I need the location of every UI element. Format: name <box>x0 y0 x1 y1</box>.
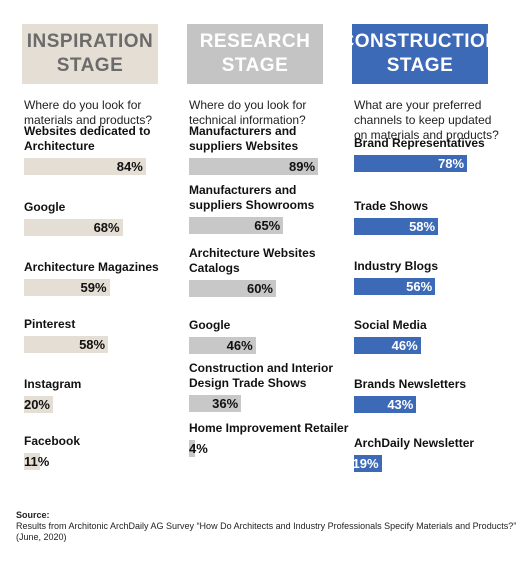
bar: 89% <box>189 158 319 175</box>
bar-label: Manufacturers and suppliers Websites <box>189 124 299 153</box>
bar-item: Industry Blogs 56% <box>354 259 514 295</box>
bar-value-label: 58% <box>79 337 106 352</box>
bar-label: Architecture Websites Catalogs <box>189 246 316 275</box>
stage-title-line: STAGE <box>386 55 454 76</box>
bar-item: Brand Representatives 78% <box>354 136 514 172</box>
bar-item: Architecture Websites Catalogs 60% <box>189 246 349 297</box>
stage-header: CONSTRUCTION STAGE <box>340 24 499 84</box>
stage-title-line: CONSTRUCTION <box>340 31 500 52</box>
bar-label: Pinterest <box>24 317 76 331</box>
bar-value-label: 56% <box>406 279 433 294</box>
bar-label: Industry Blogs <box>354 259 439 273</box>
bar: 4% <box>189 440 208 457</box>
bar: 84% <box>24 158 146 175</box>
bar-label: Trade Shows <box>354 199 429 213</box>
bar-label: Home Improvement Retailer <box>189 421 349 435</box>
bar-value-label: 43% <box>387 397 414 412</box>
bar-item: Home Improvement Retailer 4% <box>189 421 349 457</box>
bar-item: Social Media 46% <box>354 318 514 354</box>
stage-header: RESEARCH STAGE <box>187 24 323 84</box>
bar-label: Manufacturers and suppliers Showrooms <box>189 183 315 212</box>
bar: 59% <box>24 279 110 296</box>
bar: 11% <box>24 453 49 470</box>
stage-title-line: STAGE <box>221 55 289 76</box>
bar: 56% <box>354 278 436 295</box>
bar-item: Facebook 11% <box>24 434 184 470</box>
bar-value-label: 89% <box>289 159 316 174</box>
source-label: Source: <box>16 510 50 520</box>
bar-value-label: 59% <box>80 280 107 295</box>
bar-item: Trade Shows 58% <box>354 199 514 235</box>
bar-item: Instagram 20% <box>24 377 184 413</box>
bar-label: Google <box>24 200 66 214</box>
bar-value-label: 58% <box>409 219 436 234</box>
stage-title-line: RESEARCH <box>199 31 311 52</box>
bar-label: Construction and Interior Design Trade S… <box>189 361 333 390</box>
bar-value-label: 78% <box>438 156 465 171</box>
column-construction: CONSTRUCTION STAGE What are your preferred… <box>340 24 499 472</box>
bar-item: Manufacturers and suppliers Showrooms 65% <box>189 183 349 234</box>
bar-label: ArchDaily Newsletter <box>354 436 475 450</box>
stage-title-line: INSPIRATION <box>26 31 154 52</box>
bar-item: ArchDaily Newsletter 19% <box>352 436 514 472</box>
bar: 20% <box>24 396 53 413</box>
column-inspiration: INSPIRATION STAGE Where do you look for ma… <box>22 24 159 470</box>
bar-item: Manufacturers and suppliers Websites 89% <box>189 124 349 175</box>
source-text: Results from Architonic ArchDaily AG Sur… <box>16 521 517 542</box>
bar: 58% <box>24 336 109 353</box>
bar: 36% <box>189 395 242 412</box>
stage-title-line: STAGE <box>56 55 124 76</box>
stage-question: What are your preferred channels to keep… <box>354 98 499 142</box>
bar-item: Construction and Interior Design Trade S… <box>189 361 349 412</box>
bar: 78% <box>354 155 468 172</box>
bar: 19% <box>352 455 382 472</box>
bar-item: Architecture Magazines 59% <box>24 260 184 296</box>
bar-value-label: 46% <box>226 338 253 353</box>
bar: 58% <box>354 218 439 235</box>
bar-label: Brands Newsletters <box>354 377 467 391</box>
bar-value-label: 20% <box>23 397 50 412</box>
bar-label: Social Media <box>354 318 427 332</box>
bar-label: Brand Representatives <box>354 136 485 150</box>
bar-label: Google <box>189 318 231 332</box>
bar-value-label: 84% <box>116 159 143 174</box>
bar-label: Websites dedicated to Architecture <box>24 124 151 153</box>
bar: 46% <box>189 337 256 354</box>
bar: 46% <box>354 337 421 354</box>
bar-value-label: 68% <box>93 220 120 235</box>
bar-item: Brands Newsletters 43% <box>354 377 514 413</box>
bar-item: Google 68% <box>24 200 184 236</box>
bar-value-label: 65% <box>254 218 281 233</box>
bar-value-label: 60% <box>246 281 273 296</box>
bar-label: Instagram <box>24 377 82 391</box>
stage-question: Where do you look for technical informat… <box>189 98 307 127</box>
bar-label: Facebook <box>24 434 81 448</box>
stage-header: INSPIRATION STAGE <box>22 24 158 84</box>
bar-value-label: 11% <box>24 454 50 469</box>
bar-label: Architecture Magazines <box>24 260 159 274</box>
stage-question: Where do you look for materials and prod… <box>24 98 153 127</box>
bar-value-label: 46% <box>391 338 418 353</box>
bar-value-label: 19% <box>352 456 379 471</box>
bar: 68% <box>24 219 123 236</box>
bar: 65% <box>189 217 284 234</box>
bar-item: Google 46% <box>189 318 349 354</box>
source-note: Source: Results from Architonic ArchDail… <box>16 510 521 543</box>
bar-item: Pinterest 58% <box>24 317 184 353</box>
bar-item: Websites dedicated to Architecture 84% <box>24 124 184 175</box>
column-research: RESEARCH STAGE Where do you look for techn… <box>187 24 348 457</box>
bar-value-label: 4% <box>189 441 208 456</box>
bar: 60% <box>189 280 276 297</box>
bar-value-label: 36% <box>212 396 239 411</box>
bar: 43% <box>354 396 417 413</box>
